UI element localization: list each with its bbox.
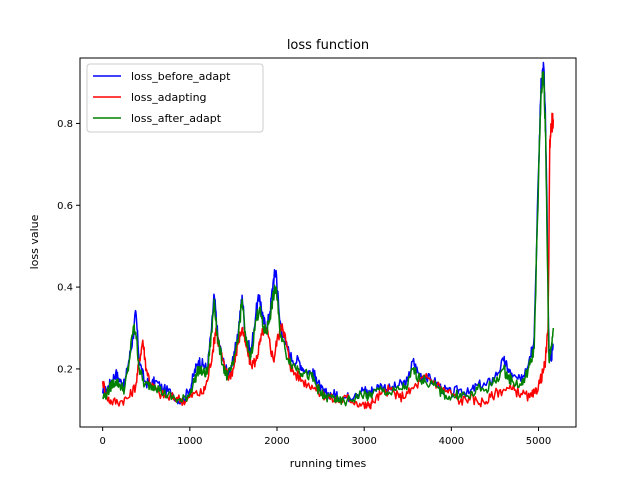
x-tick-label: 2000 [264,436,289,447]
legend-label-loss-adapting: loss_adapting [131,91,207,104]
x-tick-label: 5000 [526,436,551,447]
y-tick-label: 0.6 [57,201,73,212]
y-tick-label: 0.2 [57,364,73,375]
x-tick-label: 4000 [439,436,464,447]
legend-label-loss-after-adapt: loss_after_adapt [131,112,222,125]
legend-label-loss-before-adapt: loss_before_adapt [131,70,231,83]
chart-title: loss function [287,38,369,53]
x-tick-label: 3000 [351,436,376,447]
legend-box [86,63,264,133]
series-line-loss-after-adapt [102,70,555,407]
x-axis-label: running times [290,457,367,470]
y-axis: 0.2 0.4 0.6 0.8 [57,119,80,375]
plot-frame [79,57,577,428]
series-line-loss-adapting [101,112,555,410]
x-tick-label: 1000 [177,436,202,447]
series-layer [101,61,555,410]
x-tick-label: 0 [99,436,105,447]
x-axis: 0 1000 2000 3000 4000 5000 [99,427,551,447]
y-tick-label: 0.4 [57,283,73,294]
y-tick-label: 0.8 [57,119,73,130]
legend: loss_before_adapt loss_adapting loss_after… [86,63,264,133]
y-axis-label: loss value [28,214,41,269]
